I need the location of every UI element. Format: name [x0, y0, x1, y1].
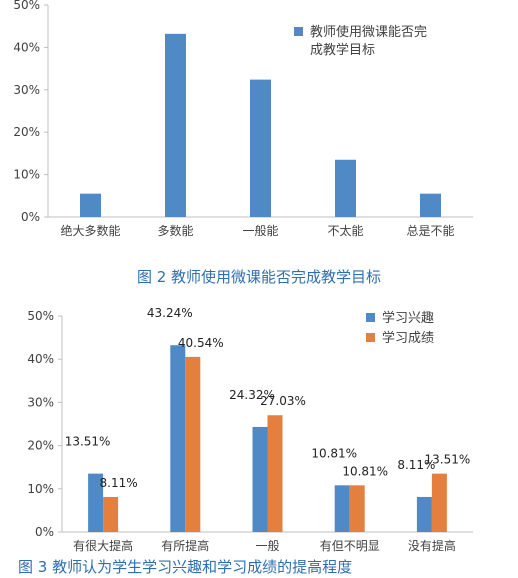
chart1-x-tick-label: 一般能: [242, 223, 278, 238]
chart2-bar: [103, 496, 119, 532]
chart2-data-label: 40.54%: [178, 336, 224, 350]
chart2-x-tick-label: 没有提高: [408, 538, 456, 553]
chart1-y-tick-label: 20%: [13, 125, 40, 139]
chart2-legend-label: 学习兴趣: [382, 310, 434, 326]
chart2-data-label: 8.11%: [100, 476, 138, 490]
chart1-bar: [250, 79, 271, 218]
chart1-y-tick-label: 0%: [21, 210, 40, 224]
chart-1: 0% 10% 20% 30% 40% 50% 绝大多数能 多数能 一般能 不太能 总是不能 教师使用微…: [13, 0, 473, 238]
chart1-y-tick-label: 10%: [13, 168, 40, 182]
chart1-x-tick-label: 不太能: [327, 223, 363, 238]
chart1-legend-swatch: [294, 27, 303, 36]
chart2-data-label: 43.24%: [147, 306, 193, 320]
chart1-bar: [165, 33, 186, 217]
chart1-y-tick-label: 30%: [13, 83, 40, 97]
chart2-y-tick-label: 30%: [27, 395, 54, 409]
chart2-bar: [416, 496, 432, 532]
chart1-y-tick-label: 40%: [13, 40, 40, 54]
chart1-bar: [335, 159, 356, 217]
chart2-legend-label: 学习成绩: [382, 330, 434, 346]
chart2-bar: [252, 426, 268, 532]
chart2-data-label: 27.03%: [260, 394, 306, 408]
chart2-x-tick-label: 有但不明显: [320, 539, 380, 553]
chart2-data-label: 13.51%: [65, 435, 111, 449]
chart2-data-label: 13.51%: [425, 453, 471, 467]
chart2-data-label: 10.81%: [311, 446, 357, 460]
chart2-x-tick-label: 一般: [255, 538, 279, 553]
chart2-bar: [431, 473, 447, 532]
chart2-legend-swatch: [366, 333, 375, 342]
chart2-data-label: 10.81%: [342, 464, 388, 478]
chart2-x-tick-label: 有很大提高: [73, 538, 133, 553]
chart2-data-label: 24.32%: [229, 388, 275, 402]
chart-2: 0% 10% 20% 30% 40% 50% 有很大提高 有所提高 一般 有但不明显 没有提高 13.…: [27, 306, 473, 553]
chart2-bar: [88, 473, 104, 532]
chart-2-caption: 图 3 教师认为学生学习兴趣和学习成绩的提高程度: [18, 558, 353, 576]
chart-1-caption: 图 2 教师使用微课能否完成教学目标: [136, 268, 382, 286]
chart2-data-label: 8.11%: [397, 458, 435, 472]
chart1-x-tick-label: 多数能: [157, 223, 193, 238]
chart2-y-tick-label: 40%: [27, 352, 54, 366]
chart2-y-tick-label: 50%: [27, 309, 54, 323]
chart2-legend-swatch: [366, 313, 375, 322]
chart2-bar: [349, 485, 365, 532]
chart2-y-tick-label: 10%: [27, 482, 54, 496]
chart2-bar: [334, 485, 350, 532]
chart1-x-tick-label: 总是不能: [406, 224, 454, 238]
chart1-legend-label: 教师使用微课能否完成教学目标: [310, 24, 427, 58]
chart1-bar: [80, 193, 101, 217]
chart2-y-tick-label: 20%: [27, 439, 54, 453]
chart2-bar: [185, 356, 201, 532]
chart1-x-tick-label: 绝大多数能: [60, 223, 120, 238]
chart2-y-tick-label: 0%: [35, 525, 54, 539]
chart1-y-tick-label: 50%: [13, 0, 40, 12]
chart2-bar: [170, 345, 186, 532]
chart2-x-tick-label: 有所提高: [161, 538, 209, 553]
chart2-bar: [267, 415, 283, 532]
chart1-bar: [420, 193, 441, 217]
